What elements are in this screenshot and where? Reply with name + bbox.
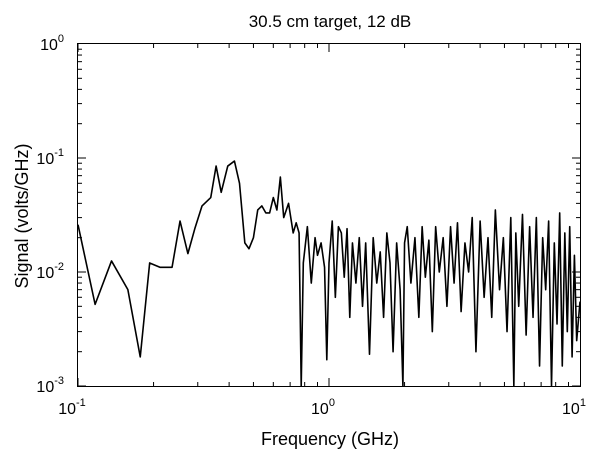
chart-title: 30.5 cm target, 12 dB bbox=[249, 12, 412, 31]
x-tick-label: 10-1 bbox=[58, 397, 86, 418]
axis-tick-labels: 10-1 100 101 10-3 10-2 10-1 100 bbox=[36, 33, 586, 418]
plot-area-frame bbox=[77, 43, 581, 387]
y-tick-label: 10-1 bbox=[36, 147, 64, 168]
y-axis-label: Signal (volts/GHz) bbox=[12, 143, 32, 288]
x-axis-label: Frequency (GHz) bbox=[261, 429, 399, 449]
y-tick-label: 10-2 bbox=[36, 261, 64, 282]
x-tick-label: 100 bbox=[311, 397, 335, 418]
x-tick-label: 101 bbox=[562, 397, 586, 418]
axis-ticks bbox=[77, 44, 580, 387]
y-tick-label: 100 bbox=[40, 33, 64, 54]
y-tick-label: 10-3 bbox=[36, 375, 64, 396]
series-line bbox=[77, 160, 581, 387]
